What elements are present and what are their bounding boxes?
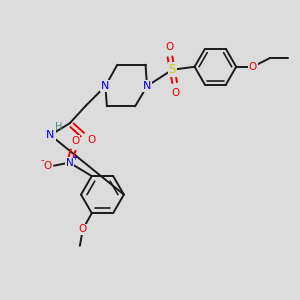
Text: N: N [46,130,55,140]
Text: O: O [79,224,87,235]
Text: O: O [71,136,80,146]
Text: -: - [40,155,44,165]
Text: +: + [71,153,78,162]
Text: O: O [248,62,257,72]
Text: O: O [171,88,179,98]
Text: O: O [43,160,52,171]
Text: N: N [101,81,110,91]
Text: S: S [169,63,176,76]
Text: H: H [55,122,62,132]
Text: N: N [143,81,151,91]
Text: O: O [165,42,173,52]
Text: O: O [87,135,95,145]
Text: N: N [66,158,73,168]
